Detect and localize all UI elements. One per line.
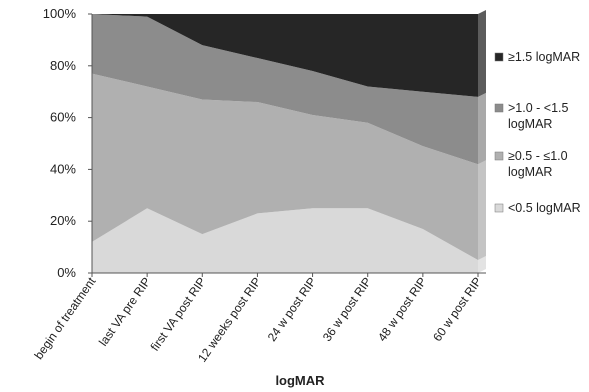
y-tick-label: 40% [50,161,76,176]
legend-swatch [494,151,504,161]
area-series-group [92,10,486,273]
x-tick-label: first VA post RIP [148,275,209,354]
legend: ≥1.5 logMAR >1.0 - <1.5 logMAR ≥0.5 - ≤1.0 l… [494,50,581,215]
y-tick-labels: 0% 20% 40% 60% 80% 100% [43,6,92,280]
area-side-0-5-1-0-logmar [478,160,486,261]
legend-label: ≥1.5 logMAR [508,50,580,64]
y-tick-label: 100% [43,6,77,21]
area-side-1-5-logmar [478,10,486,97]
x-tick-label: 48 w post RIP [375,275,429,344]
legend-item-1-5-logmar: ≥1.5 logMAR [494,50,580,64]
area-side-0-5-logmar [478,256,486,273]
axes-group [91,14,486,274]
x-tick-label: last VA pre RIP [96,275,154,349]
x-tick-label: 24 w post RIP [265,275,319,344]
area-side-1-0-1-5-logmar [478,92,486,165]
legend-swatch [494,103,504,113]
x-tick-label: 60 w post RIP [430,275,484,344]
x-axis-title: logMAR [275,373,325,388]
y-tick-label: 0% [57,265,76,280]
area-0-5-1-0-logmar [92,73,478,261]
y-tick-label: 80% [50,58,76,73]
legend-label: <0.5 logMAR [508,201,581,215]
area-1-0-1-5-logmar [92,14,478,165]
x-tick-label: 36 w post RIP [320,275,374,344]
legend-item-0-5-logmar: <0.5 logMAR [494,201,581,215]
y-tick-label: 60% [50,110,76,125]
area-1-5-logmar [92,14,478,97]
x-tick-label: 12 weeks post RIP [195,275,264,365]
area-0-5-logmar [92,208,478,273]
x-tick-label: begin of treatment [32,274,99,362]
legend-swatch [494,52,504,62]
y-tick-label: 20% [50,213,76,228]
legend-label: ≥0.5 - ≤1.0 logMAR [508,149,568,179]
legend-item-1-0-1-5-logmar: >1.0 - <1.5 logMAR [494,101,569,131]
legend-item-0-5-1-0-logmar: ≥0.5 - ≤1.0 logMAR [494,149,568,179]
legend-label: >1.0 - <1.5 logMAR [508,101,569,131]
legend-swatch [494,203,504,213]
